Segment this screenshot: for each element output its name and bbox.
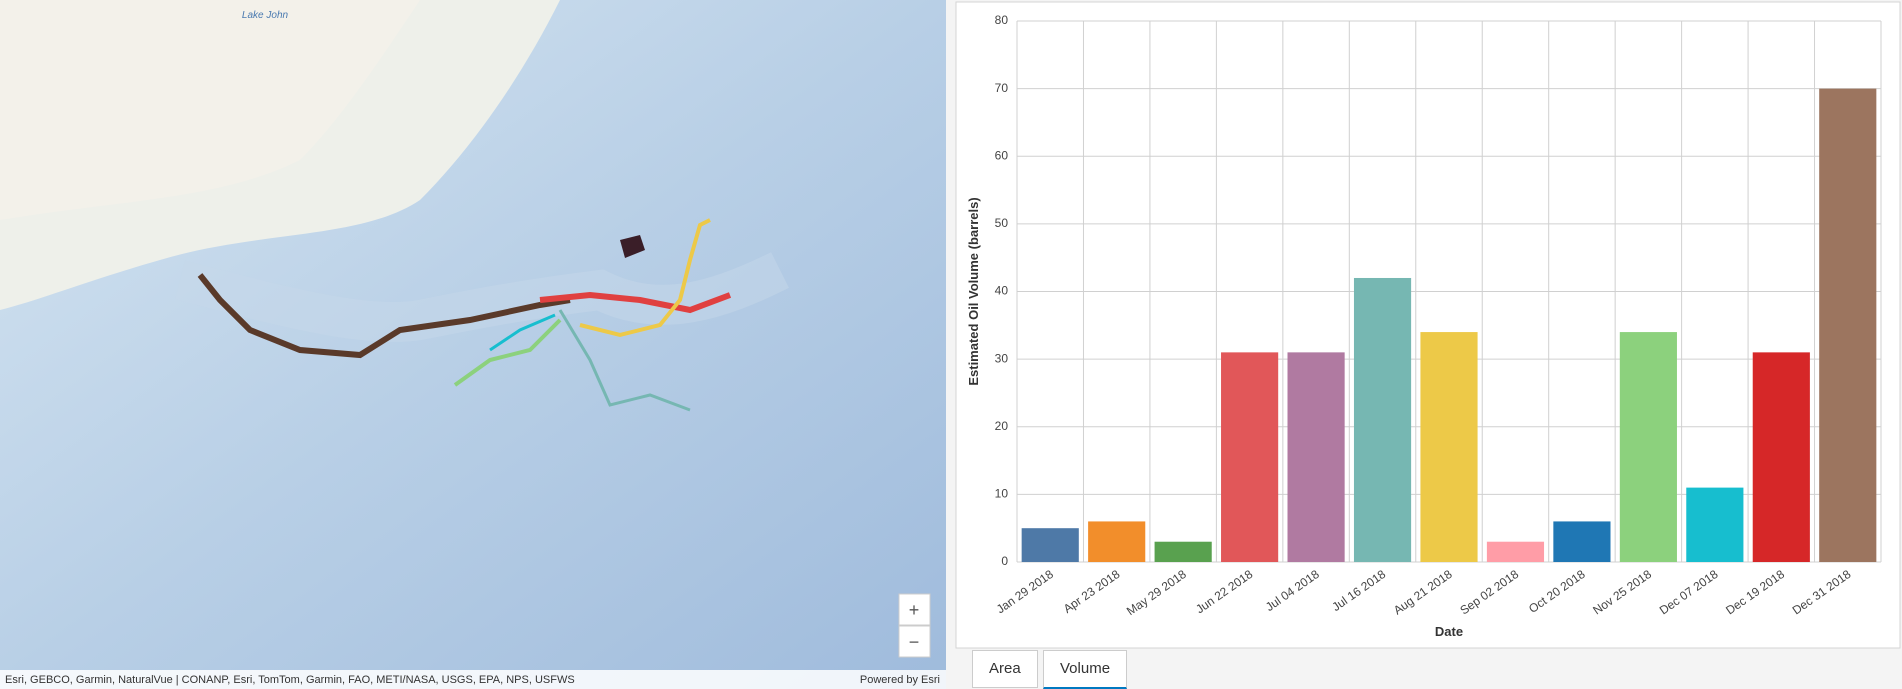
y-tick-label: 40 (995, 284, 1009, 298)
y-tick-label: 0 (1001, 554, 1008, 568)
y-tick-label: 70 (995, 81, 1009, 95)
place-label: Lake John (242, 10, 289, 21)
bar (1686, 487, 1744, 562)
y-tick-label: 30 (995, 351, 1009, 365)
y-tick-label: 80 (995, 13, 1009, 27)
bar (1486, 541, 1545, 562)
y-tick-label: 10 (995, 487, 1009, 501)
zoom-out[interactable]: − (909, 632, 920, 652)
bar (1752, 352, 1810, 562)
bar (1088, 521, 1146, 562)
bar (1353, 277, 1412, 562)
bar (1221, 352, 1279, 562)
bar (1553, 521, 1611, 562)
map[interactable]: Lake John + − Esri, GEBCO, Garmin, Natur… (0, 0, 946, 689)
tab[interactable]: Area (972, 650, 1038, 688)
bar (1021, 528, 1079, 562)
bar (1619, 332, 1677, 562)
bar (1154, 541, 1212, 562)
x-axis-title: Date (1435, 624, 1463, 639)
powered-by[interactable]: Powered by Esri (860, 674, 940, 686)
y-tick-label: 50 (995, 216, 1009, 230)
y-tick-label: 20 (995, 419, 1009, 433)
bar (1420, 332, 1478, 562)
bar (1819, 88, 1877, 562)
zoom-in[interactable]: + (909, 600, 920, 620)
bar (1287, 352, 1345, 562)
tab[interactable]: Volume (1043, 650, 1128, 689)
y-axis-title: Estimated Oil Volume (barrels) (966, 197, 981, 385)
y-tick-label: 60 (995, 148, 1009, 162)
attribution: Esri, GEBCO, Garmin, NaturalVue | CONANP… (5, 674, 575, 686)
